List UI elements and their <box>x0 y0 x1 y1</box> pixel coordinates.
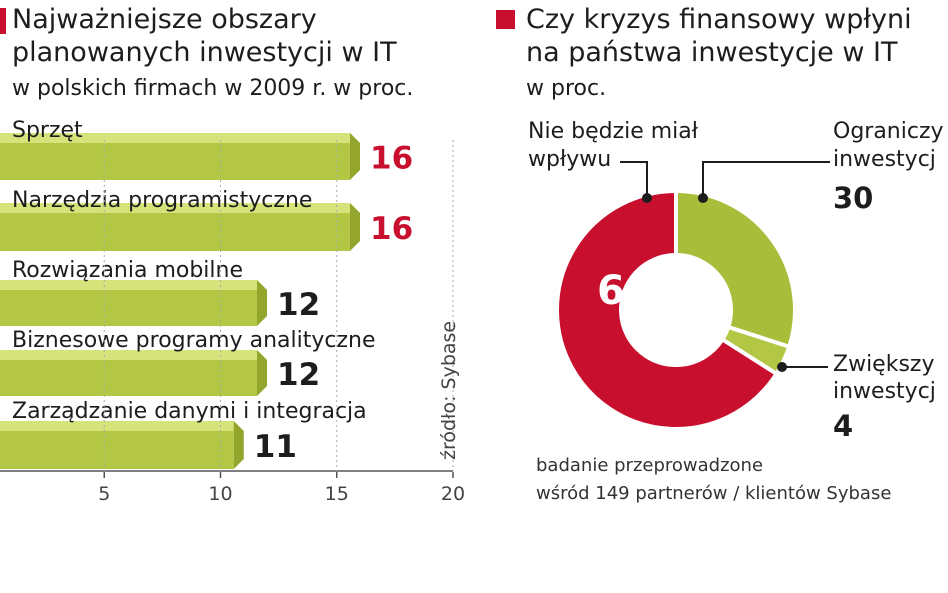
bar-category-label: Biznesowe programy analityczne <box>12 328 376 353</box>
label-limit-line2: inwestycj <box>833 147 936 172</box>
bar-category-label: Narzędzia programistyczne <box>12 188 312 213</box>
bar-category-label: Sprzęt <box>12 118 83 143</box>
leader-dot-no-effect <box>642 193 652 203</box>
bar-category-label: Zarządzanie danymi i integracja <box>12 399 367 424</box>
bar <box>0 203 350 251</box>
bar-value-label: 12 <box>277 357 320 393</box>
right-chart-subtitle: w proc. <box>526 76 607 101</box>
bar-value-label: 16 <box>370 211 413 247</box>
bar <box>0 350 257 396</box>
leader-dot-increase <box>777 362 787 372</box>
label-no-effect-line2: wpływu <box>528 147 612 172</box>
leader-line-no-effect <box>620 161 648 198</box>
donut-slice <box>555 188 780 431</box>
right-title-marker <box>496 10 515 29</box>
donut-center-value: 66 <box>597 268 653 314</box>
bar-value-label: 12 <box>277 287 320 323</box>
bar-chart: Sprzęt 16 Narzędzia programistyczne 16 Rozwi… <box>0 118 465 505</box>
left-chart-subtitle: w polskich firmach w 2009 r. w proc. <box>12 76 414 101</box>
leader-line-limit <box>702 161 830 198</box>
x-tick-label: 20 <box>441 483 465 505</box>
bar-value-label: 11 <box>254 429 297 465</box>
donut-slice <box>674 188 797 350</box>
bar-end-face <box>257 280 267 326</box>
bar <box>0 280 257 326</box>
bar <box>0 421 234 469</box>
survey-note-line1: badanie przeprowadzone <box>536 455 764 476</box>
bar-top-face <box>0 350 267 360</box>
x-tick-label: 5 <box>98 483 110 505</box>
label-increase-line2: inwestycj <box>833 379 936 404</box>
bar-value-label: 16 <box>370 141 413 177</box>
bar-end-face <box>257 350 267 396</box>
left-chart-title-line2: planowanych inwestycji w IT <box>12 37 397 68</box>
bar-top-face <box>0 421 244 431</box>
x-tick-label: 10 <box>208 483 232 505</box>
bar-category-label: Rozwiązania mobilne <box>12 258 243 283</box>
source-label: źródło: Sybase <box>438 321 460 460</box>
bar-end-face <box>350 203 360 251</box>
bar <box>0 133 350 180</box>
bar-top-face <box>0 203 360 213</box>
right-chart-title-line2: na państwa inwestycje w IT <box>526 37 898 68</box>
leader-dot-limit <box>698 193 708 203</box>
label-no-effect-line1: Nie będzie miał <box>528 119 699 144</box>
survey-note-line2: wśród 149 partnerów / klientów Sybase <box>536 483 892 504</box>
label-limit-value: 30 <box>833 181 874 215</box>
x-tick-label: 15 <box>325 483 349 505</box>
bar-end-face <box>350 133 360 180</box>
left-title-marker <box>0 8 6 34</box>
label-increase-line1: Zwiększy <box>833 352 935 377</box>
left-chart-title-line1: Najważniejsze obszary <box>12 4 317 35</box>
label-limit-line1: Ograniczy <box>833 119 944 144</box>
bar-top-face <box>0 133 360 143</box>
label-increase-value: 4 <box>833 409 854 443</box>
right-chart-title-line1: Czy kryzys finansowy wpłyni <box>526 4 912 35</box>
bar-end-face <box>233 421 244 469</box>
bar-top-face <box>0 280 267 290</box>
